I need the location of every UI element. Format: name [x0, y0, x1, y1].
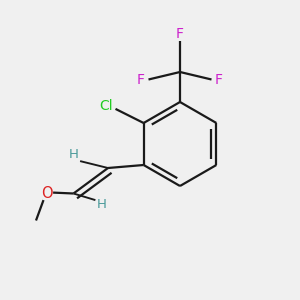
Text: Cl: Cl: [100, 100, 113, 113]
Text: O: O: [41, 186, 52, 201]
Text: F: F: [137, 73, 145, 86]
Text: H: H: [97, 198, 107, 212]
Text: H: H: [69, 148, 79, 161]
Text: F: F: [176, 27, 184, 41]
Text: F: F: [215, 73, 223, 86]
